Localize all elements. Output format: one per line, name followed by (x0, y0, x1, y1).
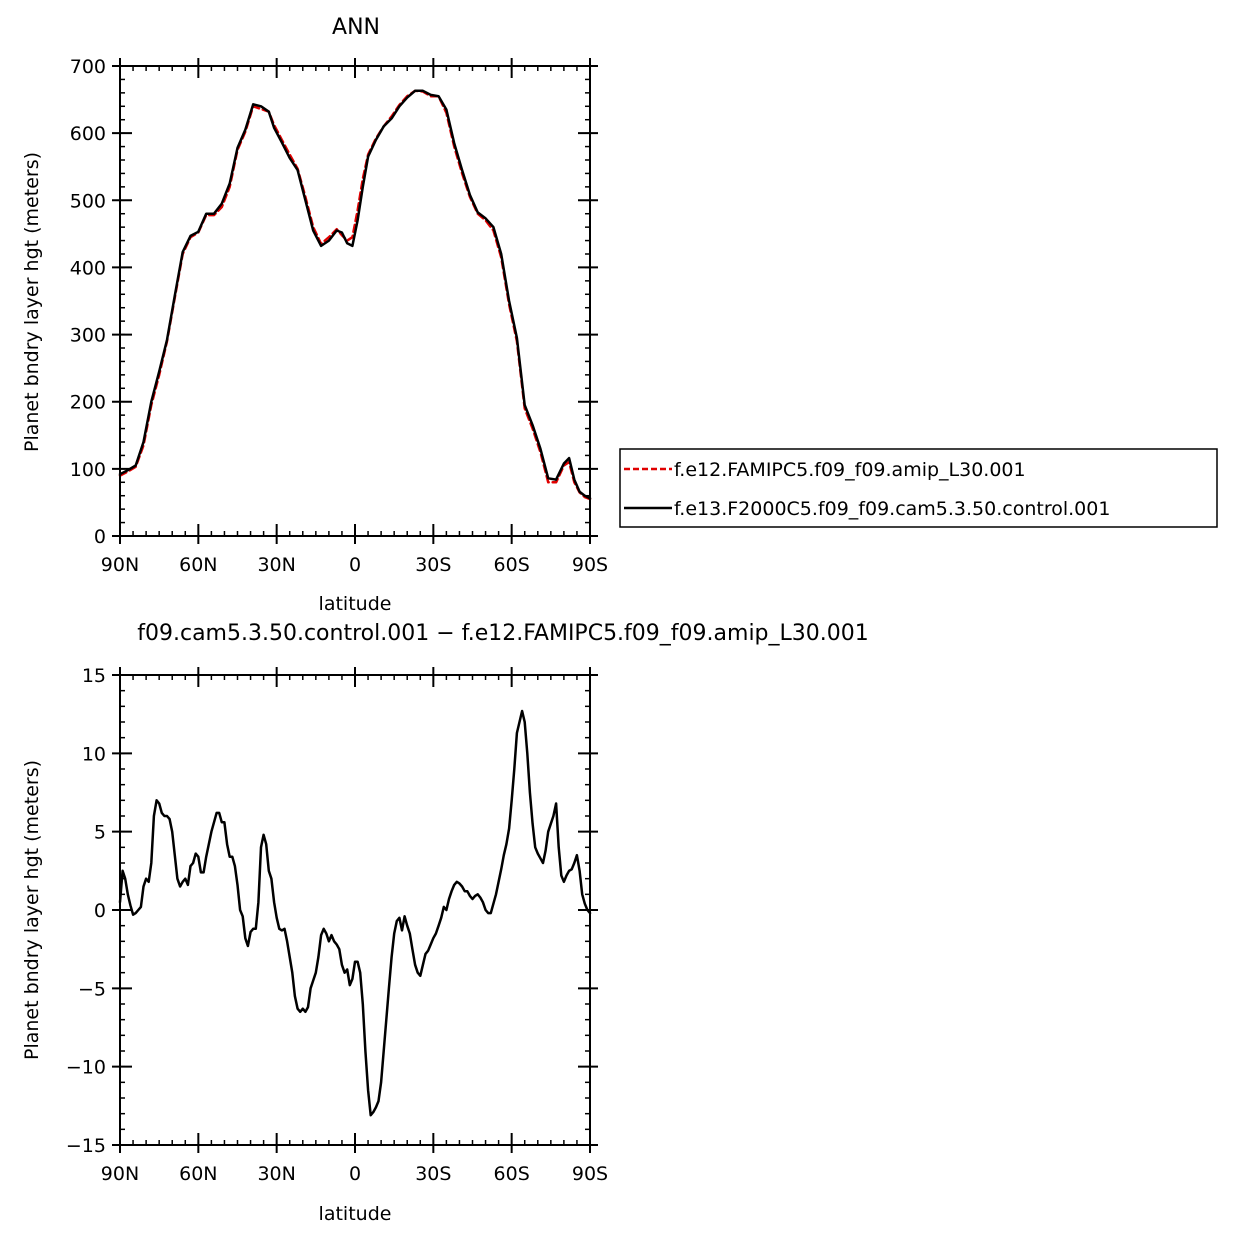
bottom-panel-y-tick-label: 15 (82, 665, 106, 687)
top-panel-series-line-2 (118, 89, 592, 500)
bottom-panel-x-tick-label: 60S (494, 1163, 530, 1185)
top-panel-y-tick-label: 200 (70, 392, 106, 414)
bottom-panel-y-tick-label: −5 (78, 978, 106, 1000)
top-panel-x-tick-label: 30S (415, 554, 451, 576)
top-panel-ticks (112, 58, 598, 544)
top-panel-x-tick-label: 0 (349, 554, 361, 576)
top-panel-y-tick-label: 400 (70, 257, 106, 279)
bottom-panel-series (118, 709, 592, 1117)
bottom-panel-y-tick-label: −10 (66, 1057, 106, 1079)
bottom-panel-series-line-1 (118, 709, 592, 1117)
top-panel-y-tick-label: 100 (70, 459, 106, 481)
legend-label-series-1: f.e12.FAMIPC5.f09_f09.amip_L30.001 (674, 459, 1026, 481)
bottom-panel-y-tick-label: −15 (66, 1135, 106, 1157)
bottom-panel-x-tick-label: 60N (179, 1163, 217, 1185)
top-panel-y-axis-label: Planet bndry layer hgt (meters) (21, 152, 43, 452)
bottom-panel-x-tick-label: 0 (349, 1163, 361, 1185)
top-panel-x-tick-label: 90S (572, 554, 608, 576)
bottom-panel-x-tick-label: 90N (101, 1163, 139, 1185)
bottom-panel: f09.cam5.3.50.control.001 − f.e12.FAMIPC… (21, 621, 869, 1225)
top-panel-y-tick-label: 600 (70, 123, 106, 145)
top-panel-x-tick-label: 60N (179, 554, 217, 576)
bottom-panel-y-tick-label: 5 (94, 822, 106, 844)
top-panel-x-axis-label: latitude (319, 593, 392, 615)
bottom-panel-x-tick-label: 30N (257, 1163, 295, 1185)
top-panel-y-tick-label: 500 (70, 190, 106, 212)
legend: f.e12.FAMIPC5.f09_f09.amip_L30.001 f.e13… (619, 448, 1218, 528)
top-panel-tick-labels: 90N 60N 30N 0 30S 60S 90S 0 100 200 300 400 500 600 70… (70, 56, 608, 576)
bottom-panel-frame (119, 674, 591, 1146)
bottom-panel-x-tick-label: 90S (572, 1163, 608, 1185)
bottom-panel-y-tick-label: 10 (82, 743, 106, 765)
bottom-panel-title: f09.cam5.3.50.control.001 − f.e12.FAMIPC… (137, 621, 869, 646)
top-panel-x-tick-label: 60S (494, 554, 530, 576)
top-panel-series (118, 89, 592, 501)
bottom-panel-y-tick-label: 0 (94, 900, 106, 922)
top-panel-frame (119, 65, 591, 537)
legend-label-series-2: f.e13.F2000C5.f09_f09.cam5.3.50.control.… (674, 498, 1110, 520)
bottom-panel-x-tick-label: 30S (415, 1163, 451, 1185)
legend-box (619, 448, 1218, 528)
top-panel-x-tick-label: 90N (101, 554, 139, 576)
top-panel-y-tick-label: 300 (70, 325, 106, 347)
bottom-panel-tick-labels: 90N 60N 30N 0 30S 60S 90S −15 −10 −5 0 5 10 15 (66, 665, 608, 1185)
bottom-panel-y-axis-label: Planet bndry layer hgt (meters) (21, 760, 43, 1060)
top-panel-y-tick-label: 700 (70, 56, 106, 78)
bottom-panel-x-axis-label: latitude (319, 1203, 392, 1225)
top-panel-x-tick-label: 30N (257, 554, 295, 576)
top-panel-title: ANN (332, 15, 380, 40)
top-panel: ANN Planet bndry layer hgt (meters) lati… (21, 15, 608, 615)
top-panel-series-line-1 (118, 89, 592, 501)
top-panel-y-tick-label: 0 (94, 526, 106, 548)
